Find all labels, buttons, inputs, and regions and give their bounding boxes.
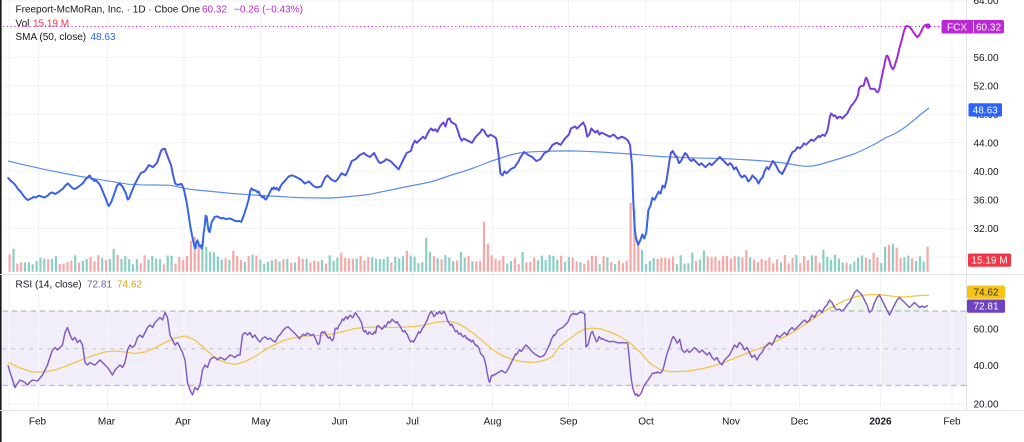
svg-text:52.00: 52.00	[974, 81, 999, 92]
svg-text:40.00: 40.00	[974, 361, 999, 372]
svg-text:SMA (50, close): SMA (50, close)	[16, 32, 87, 43]
svg-text:44.00: 44.00	[974, 138, 999, 149]
svg-text:60.32: 60.32	[976, 22, 1001, 33]
svg-text:20.00: 20.00	[974, 400, 999, 411]
svg-text:2026: 2026	[869, 417, 892, 428]
svg-text:48.63: 48.63	[973, 106, 998, 117]
svg-text:Vol: Vol	[16, 18, 30, 29]
svg-text:Jul: Jul	[406, 417, 419, 428]
svg-text:Dec: Dec	[791, 417, 809, 428]
svg-text:60.00: 60.00	[974, 324, 999, 335]
svg-text:Mar: Mar	[98, 417, 116, 428]
svg-text:Nov: Nov	[722, 417, 740, 428]
svg-text:Apr: Apr	[175, 417, 191, 428]
svg-text:40.00: 40.00	[974, 167, 999, 178]
svg-text:Freeport-McMoRan, Inc. · 1D ·: Freeport-McMoRan, Inc. · 1D · Cboe One	[16, 4, 201, 15]
svg-text:Aug: Aug	[484, 417, 502, 428]
svg-text:72.81: 72.81	[87, 280, 112, 291]
svg-text:74.62: 74.62	[973, 288, 998, 299]
svg-text:15.19 M: 15.19 M	[33, 18, 69, 29]
svg-text:60.32: 60.32	[202, 4, 227, 15]
svg-text:Oct: Oct	[638, 417, 654, 428]
svg-text:72.81: 72.81	[973, 302, 998, 313]
svg-text:Sep: Sep	[560, 417, 578, 428]
svg-text:FCX: FCX	[947, 22, 967, 33]
svg-text:56.00: 56.00	[974, 53, 999, 64]
svg-text:−0.26 (−0.43%): −0.26 (−0.43%)	[234, 4, 303, 15]
svg-text:15.19 M: 15.19 M	[971, 256, 1007, 267]
svg-text:64.00: 64.00	[974, 0, 999, 7]
svg-text:32.00: 32.00	[974, 224, 999, 235]
svg-text:Feb: Feb	[943, 417, 961, 428]
svg-text:RSI (14, close): RSI (14, close)	[16, 280, 82, 291]
svg-text:74.62: 74.62	[117, 280, 142, 291]
svg-text:48.63: 48.63	[91, 32, 116, 43]
svg-text:36.00: 36.00	[974, 196, 999, 207]
svg-text:Jun: Jun	[331, 417, 347, 428]
svg-text:Feb: Feb	[29, 417, 47, 428]
svg-text:May: May	[252, 417, 271, 428]
